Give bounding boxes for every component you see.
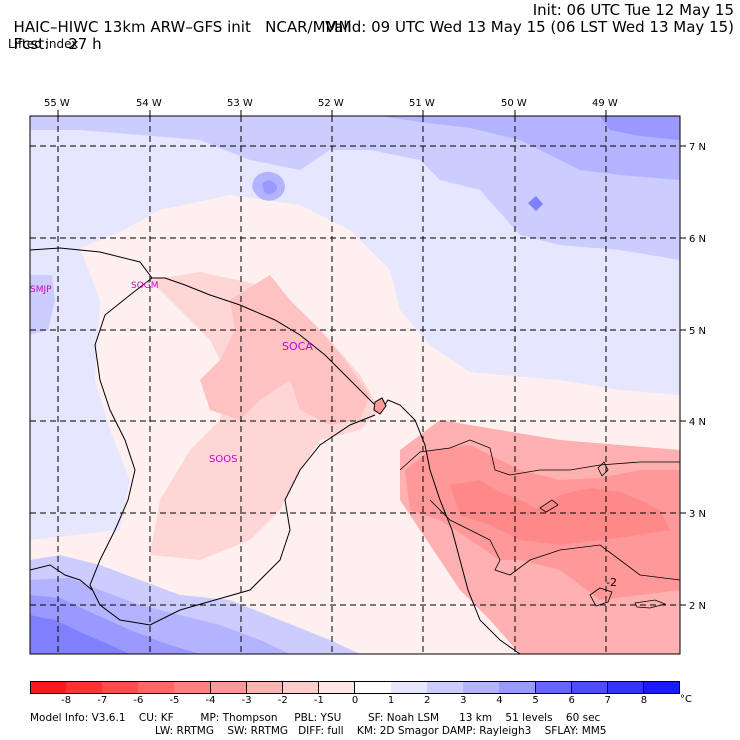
colorbar-swatch (66, 681, 103, 694)
stable-center-3 (528, 196, 543, 211)
coastline (30, 247, 521, 654)
map-frame (29, 115, 681, 655)
colorbar-swatch (535, 681, 573, 694)
axis-ticks (57, 110, 686, 606)
colorbar-tick-label: 3 (460, 695, 467, 706)
forecast-hour: Fcst: 27 h (4, 19, 102, 53)
colorbar-tick-label: 0 (351, 695, 359, 706)
colorbar-tick-label: -1 (313, 695, 324, 706)
unstable-region-coast (200, 275, 370, 425)
colorbar-tick-label: -2 (277, 695, 288, 706)
colorbar-swatch (463, 681, 500, 694)
org-label: NCAR/MMM (265, 18, 352, 36)
colorbar-swatch (427, 681, 464, 694)
stable-region-north-3 (380, 116, 680, 180)
colorbar-tick-label: 4 (496, 695, 503, 706)
station-soca: SOCA (282, 340, 313, 353)
colorbar-tick-label: 8 (640, 695, 648, 706)
colorbar-tick-label: 5 (532, 695, 539, 706)
header-title: HAIC–HIWC 13km ARW–GFS init NCAR/MMM (4, 2, 352, 36)
contour-line-minus2 (399, 439, 680, 476)
colorbar-swatch (30, 681, 67, 694)
stable-region-west-2 (30, 275, 55, 335)
lat-label-4n: 4 N (689, 417, 706, 428)
colorbar-tick-label: -7 (97, 695, 108, 706)
colorbar-tick-label: -3 (241, 695, 252, 706)
lat-label-7n: 7 N (689, 142, 706, 153)
stable-region-west (30, 248, 130, 540)
contour-loop-3 (539, 499, 559, 513)
lon-label-50w: 50 W (501, 98, 527, 109)
fcst-value: 27 h (68, 35, 102, 53)
contour-loop-4 (597, 461, 609, 477)
stable-region-north-4 (600, 116, 680, 140)
lon-label-54w: 54 W (136, 98, 162, 109)
colorbar-swatch (643, 681, 681, 694)
colorbar-swatch (499, 681, 537, 694)
colorbar-tick-label: 1 (387, 695, 395, 706)
border-west (30, 564, 93, 591)
coast-feature (373, 397, 387, 415)
lon-label-53w: 53 W (227, 98, 253, 109)
station-sogm: SOGM (131, 281, 159, 291)
stable-region-north-2 (30, 116, 680, 260)
colorbar-swatch (210, 681, 248, 694)
colorbar-swatch (391, 681, 428, 694)
colorbar-swatch (571, 681, 609, 694)
model-info-line2: LW: RRTMG SW: RRTMG DIFF: full KM: 2D Sm… (155, 725, 607, 737)
colorbar-unit: °C (680, 694, 692, 705)
colorbar-swatch (138, 681, 175, 694)
colorbar-tick-label: 6 (568, 695, 575, 706)
contour-loop-1 (589, 587, 613, 607)
station-smjp: SMJP (30, 285, 52, 295)
lon-label-49w: 49 W (592, 98, 618, 109)
init-time: Init: 06 UTC Tue 12 May 15 (532, 1, 734, 19)
colorbar-tick-label: 2 (424, 695, 431, 706)
colorbar-swatch (355, 681, 392, 694)
stable-center-2 (262, 180, 277, 195)
colorbar-swatch (246, 681, 284, 694)
lon-label-55w: 55 W (44, 98, 70, 109)
colorbar-tick-label: -6 (133, 695, 144, 706)
model-title: HAIC–HIWC 13km ARW–GFS init (13, 18, 251, 36)
colorbar-swatch (607, 681, 645, 694)
contour-loop-2 (634, 599, 667, 609)
lat-lon-grid (30, 116, 680, 654)
colorbar-swatch (282, 681, 320, 694)
fcst-label: Fcst: (13, 35, 50, 53)
colorbar-tick-label: 7 (604, 695, 611, 706)
field-name: Lifted index (8, 37, 79, 51)
colorbar-swatch (102, 681, 139, 694)
colorbar-tick-label: -8 (61, 695, 72, 706)
lon-label-51w: 51 W (409, 98, 435, 109)
contour-line-minus2-south (429, 499, 680, 581)
lat-label-3n: 3 N (689, 509, 706, 520)
station-soos: SOOS (209, 454, 237, 465)
lifted-index-map: 55 W 54 W 53 W 52 W 51 W 50 W 49 W 7 N 6… (29, 98, 706, 655)
colorbar-tick-label: -5 (169, 695, 180, 706)
lat-label-5n: 5 N (689, 326, 706, 337)
model-info-line1: Model Info: V3.6.1 CU: KF MP: Thompson P… (30, 712, 601, 724)
contour-label: -2 (606, 576, 617, 589)
lon-label-52w: 52 W (318, 98, 344, 109)
lat-label-2n: 2 N (689, 601, 706, 612)
valid-time: Valid: 09 UTC Wed 13 May 15 (06 LST Wed … (325, 18, 734, 36)
colorbar-swatch (318, 681, 356, 694)
colorbar-tick-label: -4 (205, 695, 216, 706)
colorbar-swatch (174, 681, 212, 694)
stable-region-southwest-4 (30, 615, 130, 654)
lat-label-6n: 6 N (689, 234, 706, 245)
